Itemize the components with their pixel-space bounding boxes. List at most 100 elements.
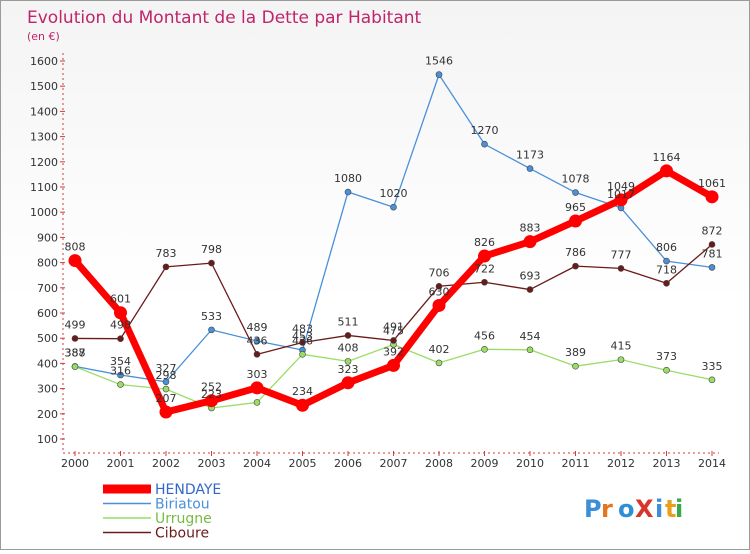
- data-label: 693: [520, 270, 541, 283]
- data-label: 722: [474, 262, 495, 275]
- data-label: 786: [565, 246, 586, 259]
- data-label: 1173: [516, 149, 544, 162]
- data-point: [432, 298, 446, 312]
- y-tick-label: 500: [37, 332, 58, 345]
- logo-letter: r: [601, 495, 613, 523]
- data-point: [117, 381, 124, 388]
- series-points: [68, 71, 719, 419]
- data-label: 1270: [471, 124, 499, 137]
- data-point: [526, 286, 534, 293]
- data-point: [344, 358, 352, 365]
- logo-letter: o: [618, 495, 635, 523]
- data-point: [296, 398, 309, 412]
- y-tick-label: 800: [37, 257, 58, 270]
- data-label: 806: [656, 241, 677, 254]
- data-point: [435, 359, 443, 367]
- data-point: [617, 356, 625, 363]
- data-label: 808: [65, 241, 86, 254]
- data-label: 354: [110, 355, 131, 368]
- data-label: 1061: [698, 177, 726, 190]
- data-label: 883: [520, 222, 541, 235]
- data-point: [344, 332, 352, 339]
- data-point: [205, 394, 218, 408]
- data-point: [572, 362, 579, 370]
- data-point: [71, 363, 79, 370]
- x-tick-label: 2000: [61, 457, 89, 470]
- logo-letter: P: [584, 495, 602, 523]
- data-label: 436: [292, 334, 313, 347]
- data-label: 252: [201, 381, 222, 394]
- data-label: 491: [383, 320, 404, 333]
- x-tick-label: 2006: [334, 457, 362, 470]
- logo-letter: i: [675, 495, 683, 523]
- data-point: [250, 381, 264, 395]
- data-label: 499: [65, 318, 86, 331]
- data-label: 489: [247, 321, 268, 334]
- data-label: 373: [656, 350, 677, 363]
- data-label: 781: [702, 247, 723, 260]
- data-label: 389: [565, 346, 586, 359]
- data-label: 1020: [380, 187, 408, 200]
- data-label: 335: [702, 360, 723, 373]
- data-point: [162, 378, 170, 386]
- legend-label: Ciboure: [155, 526, 209, 542]
- x-tick-label: 2011: [562, 457, 590, 470]
- data-point: [708, 376, 716, 384]
- data-point: [660, 164, 673, 178]
- data-point: [663, 366, 670, 374]
- data-point: [68, 254, 82, 268]
- data-point: [569, 214, 582, 228]
- data-label: 436: [247, 334, 268, 347]
- data-label: 965: [565, 201, 586, 214]
- data-label: 706: [429, 266, 450, 279]
- chart-title: Evolution du Montant de la Dette par Hab…: [27, 8, 422, 28]
- logo-letter: t: [665, 495, 676, 523]
- y-tick-label: 100: [37, 433, 58, 446]
- data-point: [253, 351, 261, 358]
- x-tick-label: 2003: [198, 457, 226, 470]
- data-label: 415: [611, 340, 632, 353]
- x-tick-label: 2010: [516, 457, 544, 470]
- data-point: [708, 241, 716, 248]
- x-tick-label: 2002: [152, 457, 180, 470]
- data-point: [481, 140, 488, 148]
- data-label: 327: [156, 362, 177, 375]
- x-tick-label: 2012: [607, 457, 635, 470]
- data-label: 454: [520, 330, 541, 343]
- legend-label: Biriatou: [155, 497, 210, 513]
- data-point: [663, 257, 670, 265]
- data-point: [253, 337, 261, 345]
- data-point: [481, 278, 488, 286]
- logo-letter: i: [655, 495, 663, 523]
- data-point: [481, 345, 488, 353]
- data-label: 826: [474, 236, 495, 249]
- data-point: [208, 259, 215, 267]
- data-label: 533: [201, 310, 222, 323]
- data-label: 1049: [607, 180, 635, 193]
- data-point: [572, 189, 579, 196]
- data-label: 783: [156, 247, 177, 260]
- y-tick-label: 1300: [30, 131, 58, 144]
- legend-label: Urrugne: [155, 511, 212, 527]
- x-tick-label: 2007: [380, 457, 408, 470]
- data-label: 1078: [562, 173, 590, 186]
- data-label: 453: [292, 330, 313, 343]
- data-point: [117, 335, 124, 343]
- y-tick-label: 1600: [30, 55, 58, 68]
- data-point: [341, 376, 355, 390]
- data-label: 1546: [425, 55, 453, 68]
- data-point: [162, 263, 170, 271]
- data-point: [387, 358, 400, 372]
- data-point: [253, 399, 261, 406]
- y-tick-label: 400: [37, 357, 58, 370]
- data-point: [390, 203, 397, 211]
- axes: 100 200 300 400 500 600 700 800 900 1000 1100 1200 1…: [30, 53, 726, 470]
- data-label: 777: [611, 248, 632, 261]
- y-tick-label: 200: [37, 408, 58, 421]
- data-label: 718: [656, 263, 677, 276]
- data-label: 475: [383, 325, 404, 338]
- data-label: 392: [383, 345, 404, 358]
- y-tick-label: 700: [37, 282, 58, 295]
